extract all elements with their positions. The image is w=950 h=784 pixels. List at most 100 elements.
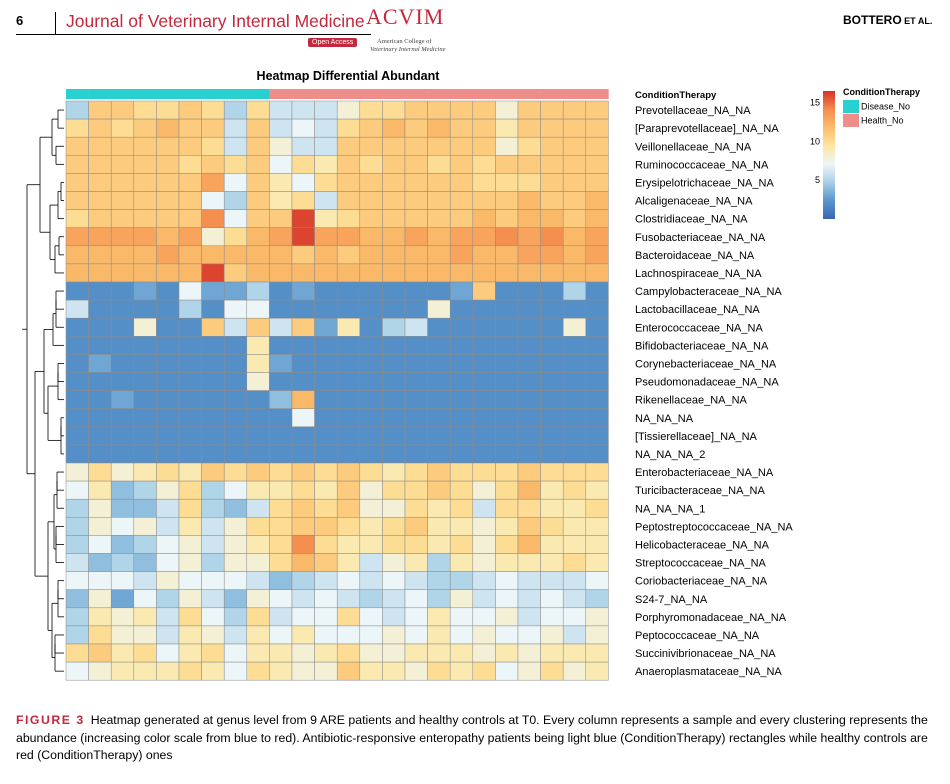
heatmap-cell <box>449 589 474 609</box>
heatmap-cell <box>562 372 587 391</box>
heatmap-cell <box>427 408 451 428</box>
heatmap-cell <box>404 535 428 554</box>
heatmap-cell <box>133 100 157 120</box>
heatmap-cell <box>585 607 609 627</box>
heatmap-cell <box>562 661 587 681</box>
heatmap-cell <box>359 553 383 572</box>
heatmap-cell <box>156 281 180 301</box>
heatmap-cell <box>404 625 428 645</box>
heatmap-cell <box>427 155 451 174</box>
heatmap-cell <box>382 498 406 518</box>
heatmap-cell <box>269 625 293 645</box>
legend-swatch <box>843 114 859 127</box>
heatmap-cell <box>246 408 270 428</box>
heatmap-cell <box>178 643 202 663</box>
heatmap-cell <box>359 263 383 283</box>
heatmap-figure: Heatmap Differential Abundant ConditionT… <box>22 69 920 681</box>
heatmap-cell <box>156 245 180 265</box>
heatmap-cell <box>540 625 564 645</box>
heatmap-cell <box>156 607 180 627</box>
heatmap-cell <box>359 661 383 681</box>
heatmap-cell <box>65 299 89 319</box>
heatmap-cell <box>88 245 112 265</box>
annotation-cell <box>133 89 157 99</box>
heatmap-cell <box>201 390 225 409</box>
heatmap-cell <box>110 498 135 518</box>
heatmap-cell <box>65 118 89 138</box>
heatmap-cell <box>336 118 361 138</box>
heatmap-cell <box>404 100 428 120</box>
heatmap-cell <box>178 354 202 373</box>
heatmap-cell <box>472 589 496 609</box>
heatmap-cell <box>65 444 89 464</box>
heatmap-cell <box>540 155 564 174</box>
heatmap-cell <box>291 390 315 409</box>
heatmap-cell <box>540 498 564 518</box>
heatmap-cell <box>223 607 248 627</box>
heatmap-cell <box>269 444 293 464</box>
heatmap-cell <box>133 607 157 627</box>
annotation-label: ConditionTherapy <box>635 90 717 101</box>
heatmap-cell <box>223 281 248 301</box>
heatmap-cell <box>246 480 270 500</box>
heatmap-cell <box>336 263 361 283</box>
heatmap-cell <box>291 317 315 337</box>
heatmap-cell <box>133 136 157 156</box>
heatmap-cell <box>110 372 135 391</box>
row-label: Bifidobacteriaceae_NA_NA <box>635 340 769 352</box>
heatmap-cell <box>382 299 406 319</box>
heatmap-cell <box>156 263 180 283</box>
heatmap-cell <box>449 426 474 446</box>
heatmap-cell <box>585 571 609 590</box>
heatmap-cell <box>472 444 496 464</box>
heatmap-cell <box>110 299 135 319</box>
heatmap-cell <box>359 173 383 192</box>
heatmap-cell <box>472 535 496 554</box>
heatmap-cell <box>246 589 270 609</box>
heatmap-cell <box>133 263 157 283</box>
heatmap-cell <box>246 299 270 319</box>
heatmap-cell <box>495 589 519 609</box>
heatmap-cell <box>562 571 587 590</box>
heatmap-cell <box>65 661 89 681</box>
heatmap-cell <box>246 517 270 536</box>
heatmap-cell <box>359 317 383 337</box>
heatmap-cell <box>427 462 451 482</box>
row-label: Coriobacteriaceae_NA_NA <box>635 576 768 588</box>
heatmap-cell <box>201 444 225 464</box>
heatmap-cell <box>472 480 496 500</box>
heatmap-cell <box>314 498 338 518</box>
heatmap-cell <box>246 625 270 645</box>
heatmap-cell <box>449 263 474 283</box>
heatmap-cell <box>178 480 202 500</box>
row-label: [Paraprevotellaceae]_NA_NA <box>635 123 779 135</box>
heatmap-cell <box>495 498 519 518</box>
colorbar-tick-label: 5 <box>815 175 820 185</box>
heatmap-cell <box>336 498 361 518</box>
heatmap-cell <box>404 444 428 464</box>
heatmap-cell <box>495 372 519 391</box>
heatmap-cell <box>201 336 225 355</box>
heatmap-cell <box>291 444 315 464</box>
heatmap-cell <box>472 553 496 572</box>
heatmap-cell <box>359 408 383 428</box>
heatmap-cell <box>133 191 157 210</box>
heatmap-cell <box>449 136 474 156</box>
heatmap-cell <box>110 661 135 681</box>
heatmap-cell <box>562 118 587 138</box>
heatmap-cell <box>472 607 496 627</box>
heatmap-cell <box>382 444 406 464</box>
heatmap-cell <box>585 553 609 572</box>
heatmap-cell <box>201 480 225 500</box>
heatmap-cell <box>178 263 202 283</box>
annotation-cell <box>495 89 519 99</box>
heatmap-cell <box>517 517 541 536</box>
heatmap-cell <box>269 480 293 500</box>
heatmap-cell <box>336 643 361 663</box>
heatmap-cell <box>336 535 361 554</box>
heatmap-cell <box>562 227 587 247</box>
heatmap-cell <box>517 607 541 627</box>
heatmap-cell <box>314 625 338 645</box>
heatmap-cell <box>336 625 361 645</box>
heatmap-cell <box>336 173 361 192</box>
